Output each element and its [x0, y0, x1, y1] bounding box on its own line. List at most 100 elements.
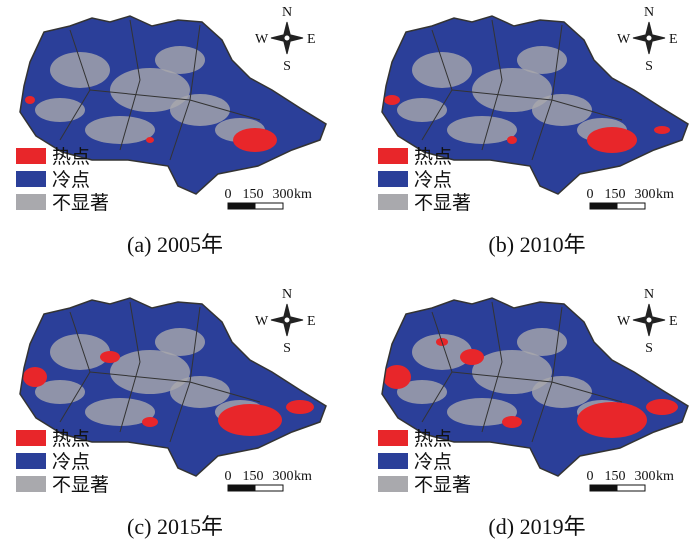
compass-n: N	[644, 5, 654, 20]
legend-label: 热点	[414, 428, 452, 450]
legend-label: 不显著	[414, 474, 471, 496]
hot-spot-area	[384, 95, 400, 105]
scale-label: 150	[243, 187, 264, 202]
legend-label: 不显著	[52, 192, 109, 214]
caption: (c) 2015年	[127, 514, 223, 539]
not-significant-area	[155, 46, 205, 74]
scale-label: 300	[273, 187, 294, 202]
compass-center	[645, 316, 653, 324]
scale-label: 150	[243, 469, 264, 484]
scale-label: 150	[605, 469, 626, 484]
not-significant-area	[110, 68, 190, 112]
compass-e: E	[669, 314, 678, 329]
not-significant-area	[412, 52, 472, 88]
legend-label: 热点	[414, 146, 452, 168]
not-significant-area	[532, 376, 592, 408]
hot-spot-area	[587, 127, 637, 153]
not-significant-area	[170, 376, 230, 408]
not-significant-area	[517, 46, 567, 74]
scale-label: 300	[635, 187, 656, 202]
hot-spot-area	[502, 416, 522, 428]
boundaries	[59, 19, 261, 161]
not-significant-area	[412, 334, 472, 370]
legend-swatch	[378, 476, 408, 492]
scale-bar-black	[227, 202, 256, 210]
scale-label: 0	[587, 187, 594, 202]
not-significant-area	[170, 94, 230, 126]
compass-w: W	[255, 314, 269, 329]
map	[382, 16, 688, 194]
legend-label: 不显著	[414, 192, 471, 214]
legend-swatch	[16, 430, 46, 446]
compass-s: S	[283, 341, 291, 356]
hot-spot-area	[25, 96, 35, 104]
legend-label: 冷点	[52, 169, 90, 191]
not-significant-area	[447, 398, 517, 426]
legend-swatch	[16, 171, 46, 187]
compass-w: W	[255, 32, 269, 47]
legend-swatch	[378, 430, 408, 446]
scale-bar-white	[254, 202, 284, 210]
not-significant-area	[35, 98, 85, 122]
hot-spot-area	[383, 365, 411, 389]
hot-spot-area	[146, 137, 154, 143]
scale-unit: km	[294, 187, 312, 202]
hot-spot-area	[100, 351, 120, 363]
boundaries	[59, 301, 261, 443]
scale-label: 0	[225, 187, 232, 202]
legend-swatch	[378, 194, 408, 210]
boundaries	[421, 301, 623, 443]
scale-label: 0	[587, 469, 594, 484]
compass-center	[283, 316, 291, 324]
legend-label: 不显著	[52, 474, 109, 496]
legend-label: 热点	[52, 428, 90, 450]
compass-center	[283, 34, 291, 42]
compass-s: S	[645, 59, 653, 74]
not-significant-area	[517, 328, 567, 356]
not-significant-area	[397, 380, 447, 404]
boundaries	[421, 19, 623, 161]
hot-spot-area	[233, 128, 277, 152]
caption: (a) 2005年	[127, 232, 223, 257]
map	[20, 298, 326, 476]
hot-spot-area	[23, 367, 47, 387]
not-significant-area	[35, 380, 85, 404]
legend-label: 冷点	[414, 169, 452, 191]
not-significant-area	[110, 350, 190, 394]
compass-w: W	[617, 314, 631, 329]
scale-label: 300	[273, 469, 294, 484]
hot-spot-area	[654, 126, 670, 134]
hot-spot-area	[646, 399, 678, 415]
scale-unit: km	[656, 187, 674, 202]
not-significant-area	[472, 350, 552, 394]
not-significant-area	[472, 68, 552, 112]
legend-swatch	[16, 148, 46, 164]
scale-bar-black	[589, 484, 618, 492]
not-significant-area	[85, 116, 155, 144]
scale-bar-white	[616, 202, 646, 210]
legend-label: 冷点	[52, 451, 90, 473]
compass-e: E	[307, 314, 316, 329]
map	[382, 298, 688, 476]
caption: (d) 2019年	[488, 514, 585, 539]
legend-swatch	[378, 453, 408, 469]
not-significant-area	[50, 334, 110, 370]
hot-spot-area	[142, 417, 158, 427]
scale-unit: km	[656, 469, 674, 484]
scale-bar-black	[227, 484, 256, 492]
hot-spot-area	[577, 402, 647, 438]
not-significant-area	[85, 398, 155, 426]
scale-bar-black	[589, 202, 618, 210]
scale-unit: km	[294, 469, 312, 484]
hot-spot-area	[460, 349, 484, 365]
not-significant-area	[447, 116, 517, 144]
legend-swatch	[16, 194, 46, 210]
hot-spot-area	[507, 136, 517, 144]
caption: (b) 2010年	[488, 232, 585, 257]
hot-spot-area	[286, 400, 314, 414]
compass-n: N	[282, 5, 292, 20]
